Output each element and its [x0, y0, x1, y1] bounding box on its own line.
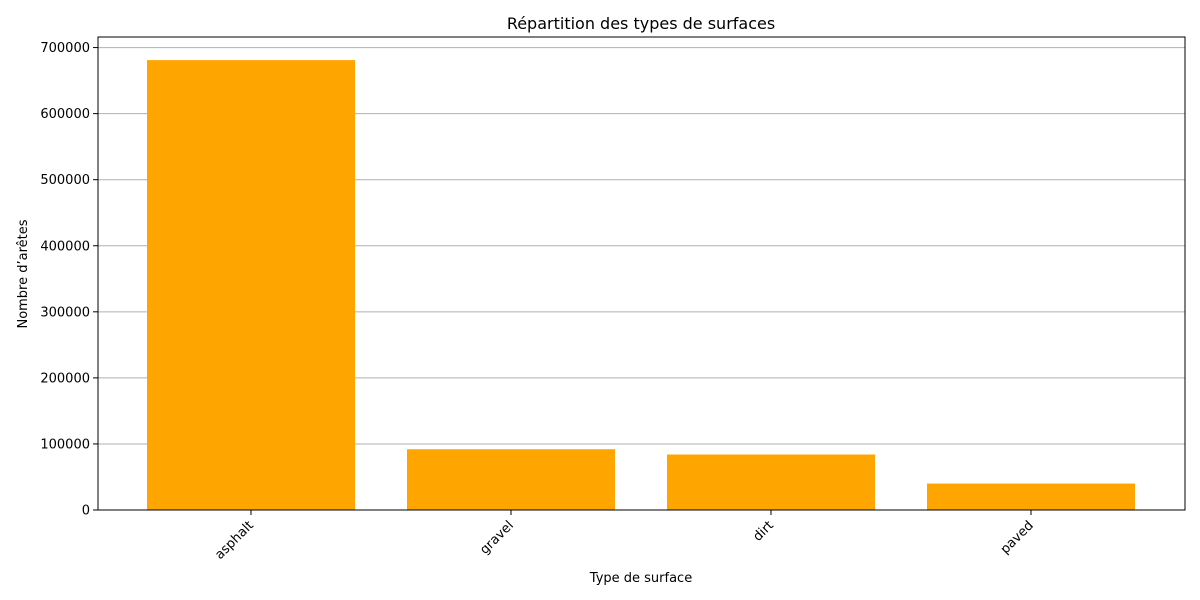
y-axis-ticks: 0 100000 200000 300000 400000 500000 600000 700…	[40, 41, 98, 519]
y-tick-label: 0	[82, 504, 90, 519]
bar-dirt	[667, 454, 875, 510]
y-axis-title: Nombre d’arêtes	[16, 219, 31, 328]
y-tick-label: 400000	[40, 239, 90, 254]
bar-asphalt	[147, 60, 355, 510]
bars	[147, 60, 1135, 510]
y-tick-label: 200000	[40, 371, 90, 386]
y-tick-label: 100000	[40, 437, 90, 452]
y-tick-label: 700000	[40, 41, 90, 56]
bar-paved	[927, 483, 1135, 510]
y-tick-label: 300000	[40, 305, 90, 320]
chart-title: Répartition des types de surfaces	[507, 14, 775, 33]
y-tick-label: 500000	[40, 173, 90, 188]
x-axis-title: Type de surface	[589, 571, 692, 586]
y-tick-label: 600000	[40, 107, 90, 122]
plot-area-frame	[97, 36, 1186, 511]
bar-gravel	[407, 449, 615, 510]
